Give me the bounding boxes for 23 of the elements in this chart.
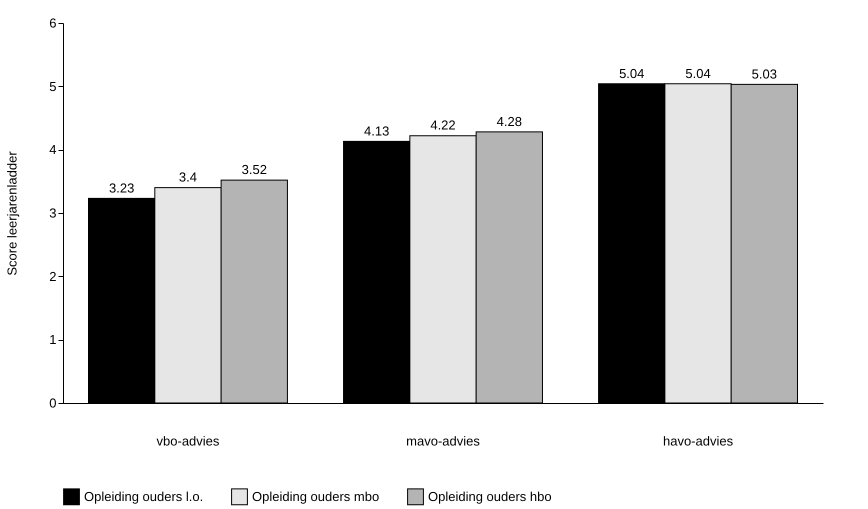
y-tick-label: 3 — [49, 206, 56, 220]
legend-label: Opleiding ouders l.o. — [84, 488, 204, 504]
y-axis-title: Score leerjarenladder — [4, 150, 20, 276]
data-label: 5.04 — [619, 66, 644, 81]
data-label: 3.52 — [242, 162, 267, 178]
legend-label: Opleiding ouders hbo — [428, 488, 552, 504]
data-label: 4.13 — [364, 123, 390, 138]
x-tick-label: vbo-advies — [156, 434, 220, 448]
y-tick-label: 2 — [49, 268, 56, 284]
y-tick-label: 6 — [49, 16, 56, 30]
data-label: 4.28 — [496, 114, 522, 129]
data-label: 3.4 — [178, 170, 198, 185]
data-label: 5.03 — [752, 66, 777, 82]
y-tick-label: 0 — [49, 396, 56, 410]
data-label: 5.04 — [685, 66, 711, 81]
x-tick-label: mavo-advies — [406, 434, 480, 448]
y-tick-label: 5 — [49, 78, 56, 94]
y-tick-label: 4 — [49, 142, 56, 158]
y-tick-label: 1 — [49, 332, 56, 348]
legend-label: Opleiding ouders mbo — [252, 488, 380, 504]
x-tick-label: havo-advies — [662, 434, 734, 448]
data-label: 3.23 — [109, 180, 134, 196]
data-label: 4.22 — [430, 118, 456, 133]
